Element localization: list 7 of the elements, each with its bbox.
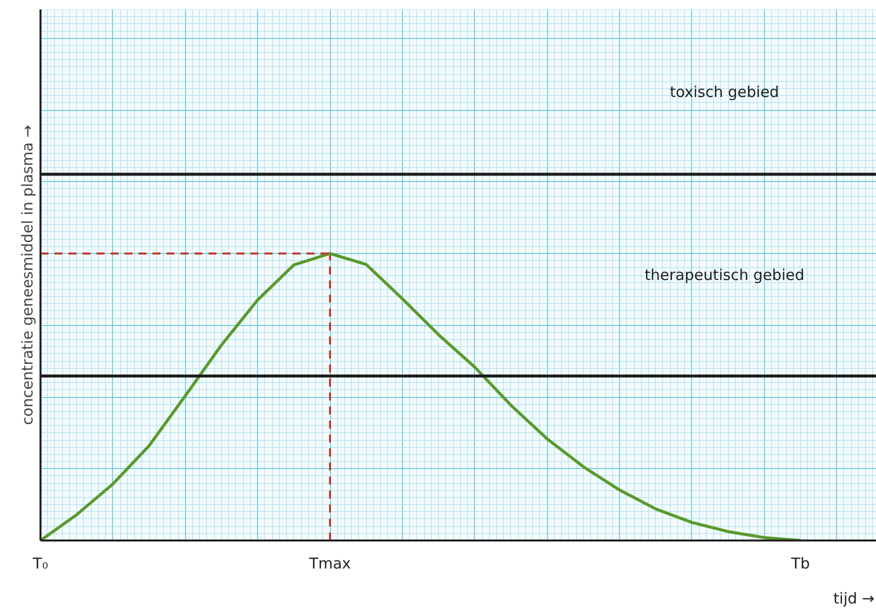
x-tick-label: Tb <box>790 554 810 572</box>
x-tick-label: T₀ <box>32 554 48 572</box>
x-tick-label: Tmax <box>308 554 352 572</box>
y-axis-title: concentratie geneesmiddel in plasma → <box>18 124 36 425</box>
x-axis-title: tijd → <box>833 590 875 608</box>
text: toxisch gebied <box>670 82 780 101</box>
annotation: therapeutisch gebied <box>644 266 804 284</box>
